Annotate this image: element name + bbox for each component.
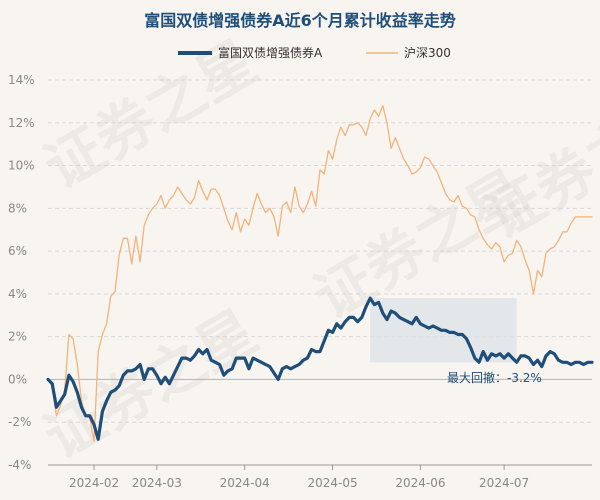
y-tick-label: 2%: [8, 330, 27, 344]
x-tick-label: 2024-04: [220, 476, 270, 490]
y-tick-label: 10%: [8, 159, 35, 173]
x-tick-label: 2024-07: [479, 476, 529, 490]
series-group: [46, 105, 594, 443]
legend: 富国双债增强债券A 沪深300: [178, 45, 451, 60]
y-tick-label: -2%: [8, 415, 31, 429]
x-tick-label: 2024-05: [307, 476, 357, 490]
y-tick-label: -4%: [8, 458, 31, 472]
legend-label-index: 沪深300: [404, 46, 451, 60]
y-tick-label: 8%: [8, 201, 27, 215]
y-tick-label: 14%: [8, 73, 35, 87]
y-tick-label: 4%: [8, 287, 27, 301]
x-tick-label: 2024-06: [395, 476, 445, 490]
chart-title: 富国双债增强债券A近6个月累计收益率走势: [144, 11, 456, 30]
y-tick-label: 12%: [8, 116, 35, 130]
series-line-fund: [46, 296, 594, 441]
y-axis: 14% 12% 10% 8% 6% 4% 2% 0% -2% -4%: [8, 73, 35, 472]
max-drawdown-label: 最大回撤：-3.2%: [447, 370, 542, 385]
series-line-hs300: [47, 105, 593, 443]
y-tick-label: 6%: [8, 244, 27, 258]
x-tick-label: 2024-02: [69, 476, 119, 490]
legend-label-fund: 富国双债增强债券A: [218, 45, 323, 60]
grid: [48, 79, 592, 466]
x-axis: 2024-02 2024-03 2024-04 2024-05 2024-06 2024-…: [48, 464, 592, 490]
y-tick-label: 0%: [8, 372, 27, 386]
x-tick-label: 2024-03: [132, 476, 182, 490]
